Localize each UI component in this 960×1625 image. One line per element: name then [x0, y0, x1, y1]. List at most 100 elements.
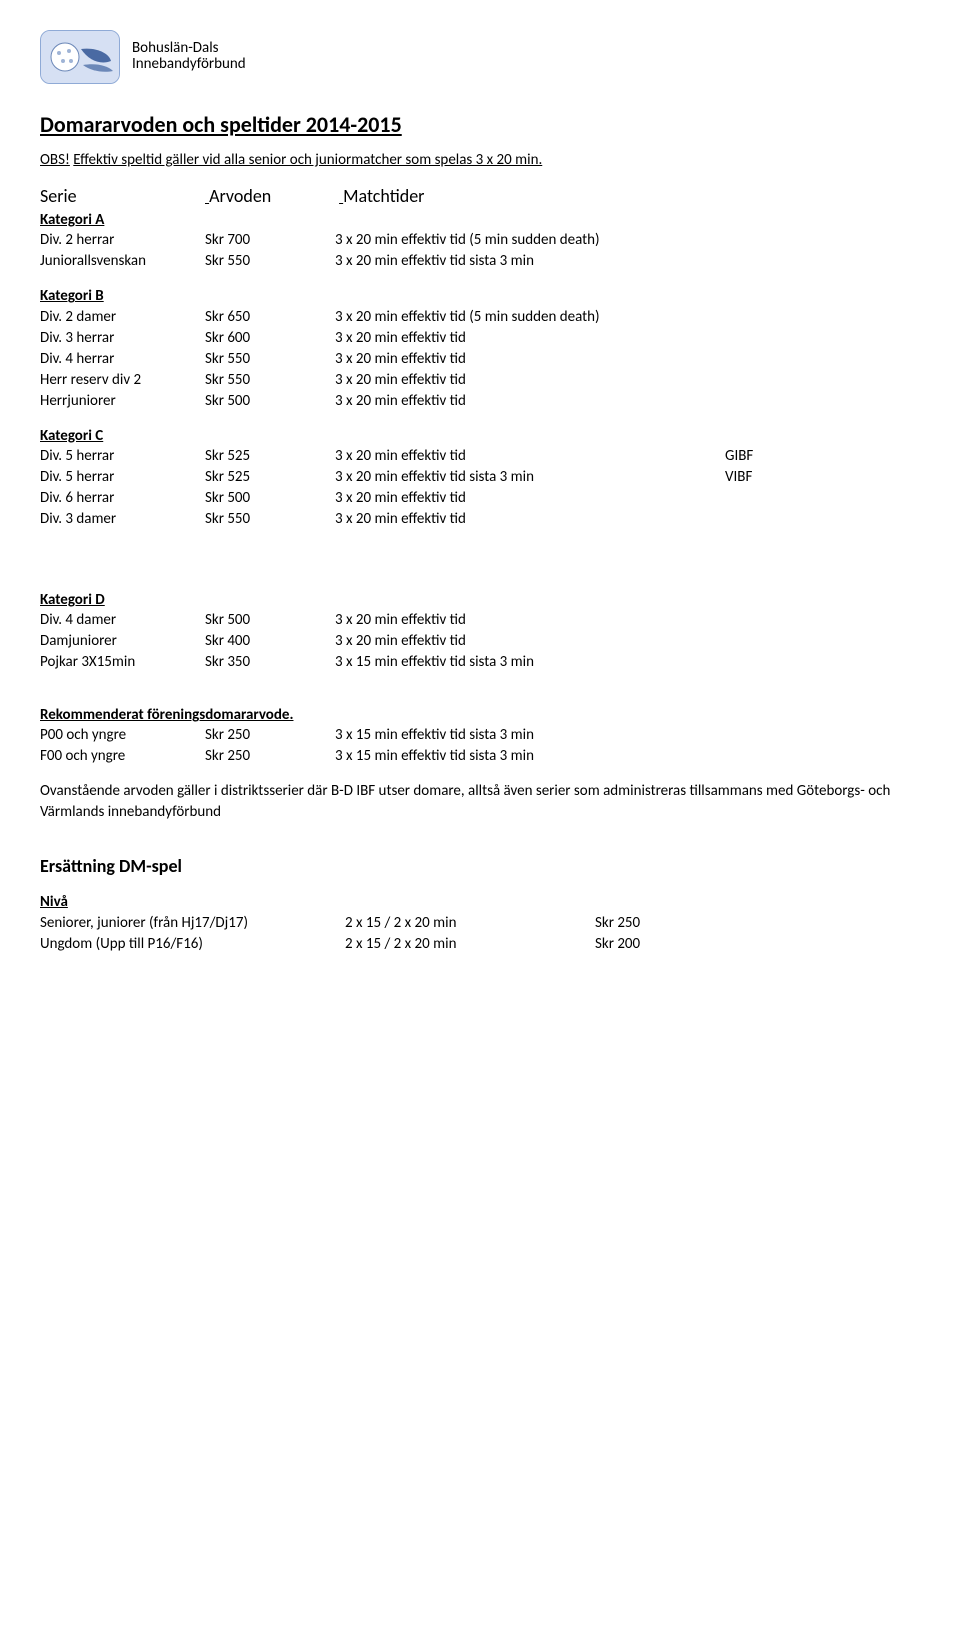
cell-serie: Damjuniorer [40, 631, 205, 652]
cell-matchtid: 3 x 20 min effektiv tid [335, 488, 725, 509]
table-row: Pojkar 3X15min Skr 350 3 x 15 min effekt… [40, 652, 725, 673]
table-row: Ungdom (Upp till P16/F16) 2 x 15 / 2 x 2… [40, 934, 640, 955]
table-row: Div. 4 damer Skr 500 3 x 20 min effektiv… [40, 610, 725, 631]
cell-arvode: Skr 250 [205, 725, 335, 746]
cell-serie: F00 och yngre [40, 746, 205, 767]
dm-head: Ersättning DM-spel [40, 854, 920, 878]
niva-head: Nivå [40, 892, 920, 912]
cell-serie: P00 och yngre [40, 725, 205, 746]
table-row: Div. 2 herrar Skr 700 3 x 20 min effekti… [40, 230, 725, 251]
table-row: Div. 5 herrar Skr 525 3 x 20 min effekti… [40, 467, 785, 488]
cell-arvode: Skr 200 [595, 934, 640, 955]
cell-matchtid: 3 x 20 min effektiv tid sista 3 min [335, 251, 725, 272]
cell-arvode: Skr 525 [205, 446, 335, 467]
rekommenderat-table: P00 och yngre Skr 250 3 x 15 min effekti… [40, 725, 725, 767]
cell-matchtid: 3 x 20 min effektiv tid [335, 610, 725, 631]
cell-arvode: Skr 250 [595, 913, 640, 934]
cell-arvode: Skr 650 [205, 307, 335, 328]
cell-serie: Herr reserv div 2 [40, 370, 205, 391]
cell-arvode: Skr 250 [205, 746, 335, 767]
table-row: Div. 4 herrar Skr 550 3 x 20 min effekti… [40, 349, 725, 370]
cell-org [725, 509, 785, 530]
cell-matchtid: 3 x 20 min effektiv tid [335, 631, 725, 652]
kategori-c-table: Div. 5 herrar Skr 525 3 x 20 min effekti… [40, 446, 785, 530]
floorball-logo-icon [40, 30, 120, 84]
cell-arvode: Skr 700 [205, 230, 335, 251]
table-row: Seniorer, juniorer (från Hj17/Dj17) 2 x … [40, 913, 640, 934]
cell-matchtid: 3 x 20 min effektiv tid [335, 509, 725, 530]
cell-arvode: Skr 550 [205, 370, 335, 391]
table-row: P00 och yngre Skr 250 3 x 15 min effekti… [40, 725, 725, 746]
cell-tid: 2 x 15 / 2 x 20 min [345, 934, 595, 955]
column-headers: Serie Arvoden Matchtider [40, 184, 920, 208]
cell-serie: Div. 3 herrar [40, 328, 205, 349]
table-row: Damjuniorer Skr 400 3 x 20 min effektiv … [40, 631, 725, 652]
dm-table: Seniorer, juniorer (från Hj17/Dj17) 2 x … [40, 913, 640, 955]
cell-serie: Juniorallsvenskan [40, 251, 205, 272]
note: OBS! Effektiv speltid gäller vid alla se… [40, 150, 920, 170]
cell-arvode: Skr 525 [205, 467, 335, 488]
kategori-b-head: Kategori B [40, 286, 920, 306]
table-row: Div. 2 damer Skr 650 3 x 20 min effektiv… [40, 307, 725, 328]
table-row: Div. 3 damer Skr 550 3 x 20 min effektiv… [40, 509, 785, 530]
cell-matchtid: 3 x 15 min effektiv tid sista 3 min [335, 746, 725, 767]
cell-serie: Pojkar 3X15min [40, 652, 205, 673]
cell-serie: Div. 5 herrar [40, 467, 205, 488]
cell-matchtid: 3 x 20 min effektiv tid [335, 446, 725, 467]
cell-org: GIBF [725, 446, 785, 467]
cell-arvode: Skr 500 [205, 488, 335, 509]
cell-niva: Seniorer, juniorer (från Hj17/Dj17) [40, 913, 345, 934]
table-row: F00 och yngre Skr 250 3 x 15 min effekti… [40, 746, 725, 767]
note-text: Effektiv speltid gäller vid alla senior … [73, 151, 542, 169]
cell-serie: Herrjuniorer [40, 391, 205, 412]
cell-matchtid: 3 x 20 min effektiv tid [335, 328, 725, 349]
cell-matchtid: 3 x 15 min effektiv tid sista 3 min [335, 652, 725, 673]
cell-matchtid: 3 x 20 min effektiv tid sista 3 min [335, 467, 725, 488]
table-row: Div. 6 herrar Skr 500 3 x 20 min effekti… [40, 488, 785, 509]
note-prefix: OBS! [40, 151, 70, 169]
cell-arvode: Skr 550 [205, 349, 335, 370]
rekommenderat-head: Rekommenderat föreningsdomararvode. [40, 705, 920, 725]
logo-text: Bohuslän-Dals Innebandyförbund [132, 41, 246, 73]
header-matchtider: Matchtider [343, 184, 424, 208]
cell-arvode: Skr 600 [205, 328, 335, 349]
cell-serie: Div. 2 damer [40, 307, 205, 328]
kategori-a-table: Div. 2 herrar Skr 700 3 x 20 min effekti… [40, 230, 725, 272]
header-serie: Serie [40, 184, 205, 208]
table-row: Herr reserv div 2 Skr 550 3 x 20 min eff… [40, 370, 725, 391]
cell-org [725, 488, 785, 509]
kategori-b-table: Div. 2 damer Skr 650 3 x 20 min effektiv… [40, 307, 725, 412]
cell-matchtid: 3 x 20 min effektiv tid [335, 391, 725, 412]
rekommenderat-paragraph: Ovanstående arvoden gäller i distriktsse… [40, 781, 920, 822]
cell-serie: Div. 4 herrar [40, 349, 205, 370]
cell-arvode: Skr 350 [205, 652, 335, 673]
kategori-a-head: Kategori A [40, 210, 920, 230]
cell-matchtid: 3 x 20 min effektiv tid (5 min sudden de… [335, 307, 725, 328]
cell-tid: 2 x 15 / 2 x 20 min [345, 913, 595, 934]
cell-serie: Div. 2 herrar [40, 230, 205, 251]
cell-org: VIBF [725, 467, 785, 488]
cell-arvode: Skr 550 [205, 509, 335, 530]
cell-matchtid: 3 x 15 min effektiv tid sista 3 min [335, 725, 725, 746]
header-logo-block: Bohuslän-Dals Innebandyförbund [40, 30, 920, 84]
table-row: Juniorallsvenskan Skr 550 3 x 20 min eff… [40, 251, 725, 272]
cell-serie: Div. 6 herrar [40, 488, 205, 509]
cell-matchtid: 3 x 20 min effektiv tid (5 min sudden de… [335, 230, 725, 251]
table-row: Div. 3 herrar Skr 600 3 x 20 min effekti… [40, 328, 725, 349]
cell-arvode: Skr 500 [205, 391, 335, 412]
cell-matchtid: 3 x 20 min effektiv tid [335, 370, 725, 391]
cell-niva: Ungdom (Upp till P16/F16) [40, 934, 345, 955]
cell-serie: Div. 5 herrar [40, 446, 205, 467]
cell-serie: Div. 4 damer [40, 610, 205, 631]
header-arvoden: Arvoden [209, 184, 339, 208]
cell-arvode: Skr 550 [205, 251, 335, 272]
cell-matchtid: 3 x 20 min effektiv tid [335, 349, 725, 370]
kategori-d-head: Kategori D [40, 590, 920, 610]
kategori-d-table: Div. 4 damer Skr 500 3 x 20 min effektiv… [40, 610, 725, 673]
cell-arvode: Skr 400 [205, 631, 335, 652]
table-row: Div. 5 herrar Skr 525 3 x 20 min effekti… [40, 446, 785, 467]
cell-arvode: Skr 500 [205, 610, 335, 631]
page-title: Domararvoden och speltider 2014-2015 [40, 110, 920, 140]
kategori-c-head: Kategori C [40, 426, 920, 446]
logo-line2: Innebandyförbund [132, 57, 246, 73]
